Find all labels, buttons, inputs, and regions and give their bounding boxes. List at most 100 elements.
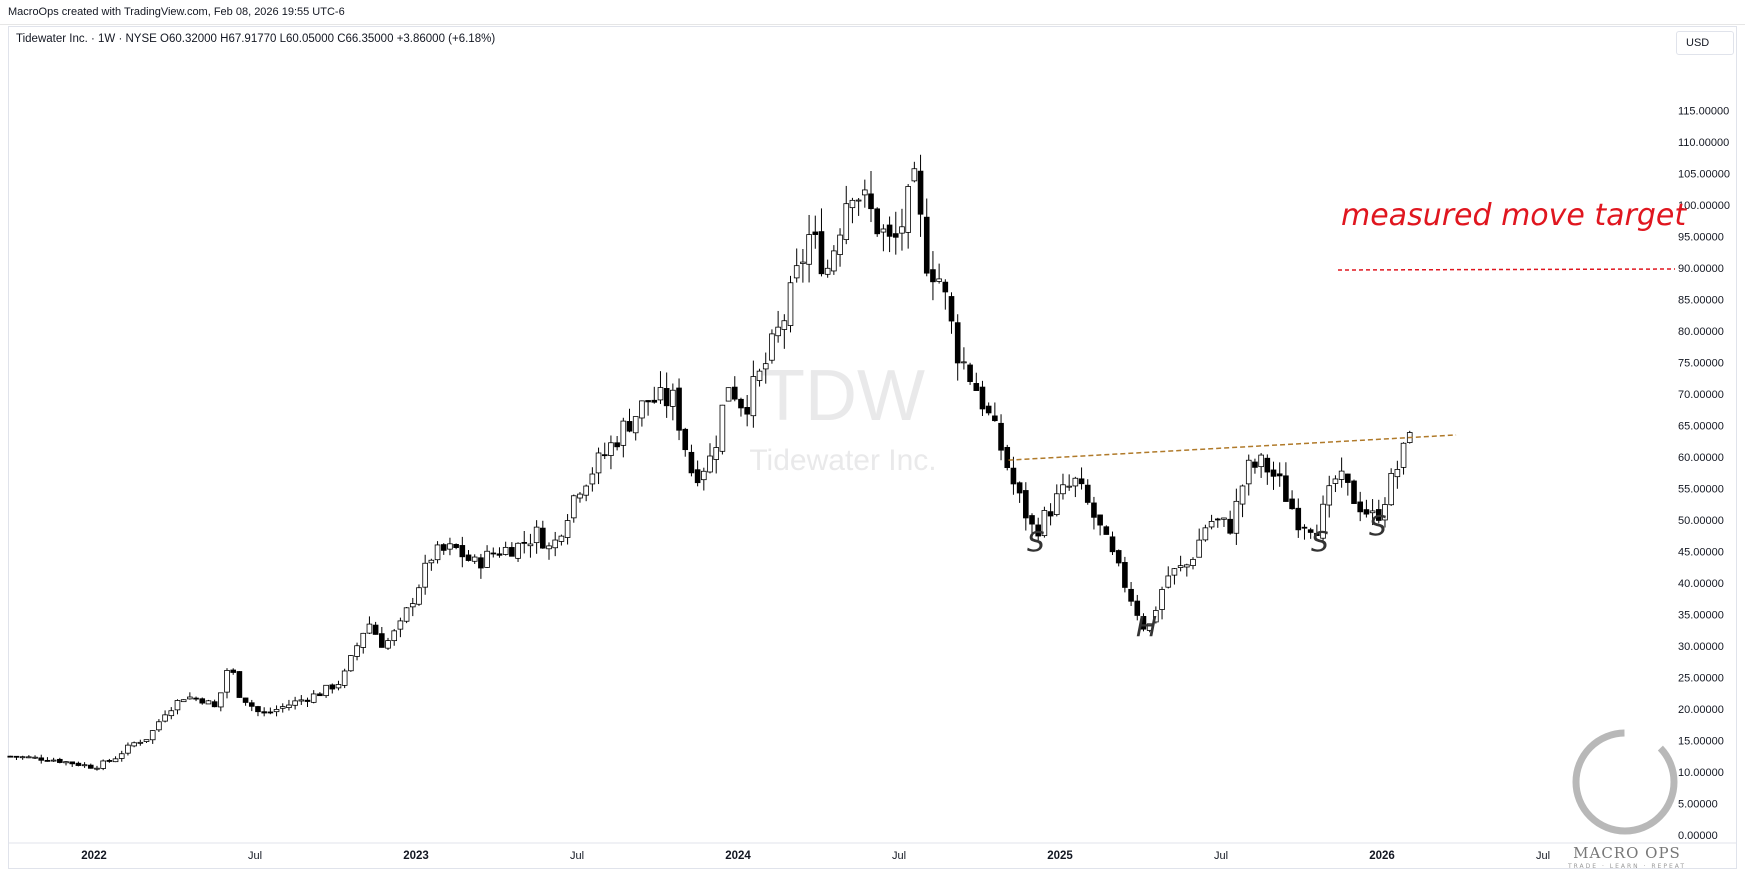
candle-body bbox=[81, 764, 88, 767]
price-axis[interactable]: 115.00000 110.00000 105.00000 100.00000 95.0… bbox=[1678, 106, 1730, 843]
candle-body bbox=[632, 416, 639, 434]
candle-body bbox=[69, 761, 76, 765]
neckline bbox=[1008, 434, 1457, 461]
candle-body bbox=[1128, 588, 1134, 602]
candle-body bbox=[112, 758, 119, 763]
candle-body bbox=[868, 193, 874, 210]
candle bbox=[657, 371, 664, 404]
candle-body bbox=[793, 265, 800, 279]
candle bbox=[954, 314, 961, 381]
candle bbox=[886, 216, 893, 253]
candle-body bbox=[961, 361, 967, 364]
currency-selector[interactable]: USD bbox=[1676, 31, 1734, 55]
candle-body bbox=[335, 684, 342, 689]
candle-body bbox=[1245, 459, 1252, 485]
candle-body bbox=[589, 473, 596, 485]
candle bbox=[1004, 444, 1011, 471]
candle bbox=[787, 275, 794, 333]
candle bbox=[1196, 528, 1203, 558]
candle bbox=[329, 683, 336, 694]
candle bbox=[1146, 623, 1153, 633]
candle-body bbox=[304, 699, 311, 702]
price-tick-label: 110.00000 bbox=[1678, 137, 1729, 149]
candle bbox=[360, 632, 367, 654]
close-value: C66.35000 bbox=[337, 33, 394, 45]
candle-body bbox=[1351, 480, 1357, 504]
candle-body bbox=[428, 559, 435, 564]
candle-body bbox=[1190, 558, 1196, 566]
candle bbox=[973, 372, 980, 391]
candle bbox=[44, 757, 51, 762]
candle bbox=[911, 161, 918, 183]
candle-body bbox=[286, 704, 292, 708]
annotations: measured move target S H S S bbox=[1027, 198, 1687, 643]
candle-body bbox=[366, 623, 373, 634]
candle bbox=[719, 404, 726, 455]
candle-body bbox=[1326, 485, 1333, 506]
candle-body bbox=[409, 603, 416, 608]
candle-body bbox=[168, 710, 175, 717]
candle bbox=[769, 329, 775, 364]
candle bbox=[348, 654, 354, 672]
candle-body bbox=[372, 624, 379, 635]
candle bbox=[1295, 498, 1302, 538]
candle bbox=[323, 684, 329, 698]
candle-body bbox=[626, 421, 633, 432]
candle bbox=[948, 292, 955, 334]
candle bbox=[818, 208, 825, 277]
candle-body bbox=[1295, 507, 1302, 531]
candle bbox=[651, 386, 658, 404]
candle-body bbox=[1214, 518, 1221, 521]
price-tick-label: 115.00000 bbox=[1678, 106, 1729, 118]
candle-body bbox=[1153, 610, 1159, 623]
candle-body bbox=[639, 400, 645, 419]
candle bbox=[639, 400, 645, 427]
candle-body bbox=[824, 267, 831, 275]
candle bbox=[465, 550, 472, 562]
candle-body bbox=[1097, 514, 1103, 526]
price-tick-label: 50.00000 bbox=[1678, 515, 1724, 527]
candle-body bbox=[1177, 565, 1184, 568]
candle bbox=[304, 697, 311, 708]
candle-body bbox=[540, 527, 546, 549]
candle-body bbox=[1202, 527, 1209, 541]
candle bbox=[149, 730, 156, 744]
candle-body bbox=[911, 168, 918, 182]
candle-body bbox=[317, 693, 323, 697]
candle-body bbox=[434, 544, 441, 561]
head-label: H bbox=[1136, 610, 1157, 643]
candle-body bbox=[7, 755, 14, 758]
candle-body bbox=[886, 224, 893, 237]
candle-body bbox=[57, 758, 63, 763]
candle bbox=[261, 707, 267, 717]
candle bbox=[403, 607, 410, 624]
candle-body bbox=[1146, 623, 1153, 631]
credit-bar: MacroOps created with TradingView.com, F… bbox=[0, 0, 1745, 25]
price-tick-label: 90.00000 bbox=[1678, 263, 1724, 275]
candle bbox=[1016, 481, 1023, 503]
candle bbox=[242, 697, 249, 706]
candle-body bbox=[279, 706, 286, 709]
chart-frame bbox=[8, 26, 1737, 869]
candle bbox=[515, 542, 521, 562]
candle bbox=[1066, 474, 1072, 491]
candle-body bbox=[744, 407, 750, 415]
candle-body bbox=[992, 415, 998, 422]
candle-body bbox=[32, 756, 38, 759]
candle bbox=[824, 259, 831, 278]
right-shoulder-label-2: S bbox=[1369, 509, 1387, 542]
candle-body bbox=[100, 760, 106, 769]
candle-body bbox=[831, 250, 837, 272]
candle bbox=[391, 628, 398, 646]
candle-body bbox=[50, 759, 57, 762]
candle-body bbox=[942, 281, 949, 293]
candle-body bbox=[106, 760, 113, 762]
candle-body bbox=[973, 383, 980, 391]
candle bbox=[923, 198, 930, 277]
candle bbox=[1239, 484, 1246, 518]
candle-body bbox=[725, 387, 732, 402]
candle bbox=[1047, 503, 1054, 526]
candle bbox=[1363, 499, 1370, 518]
time-axis[interactable]: 2022 Jul 2023 Jul 2024 Jul 2025 Jul 2026 Jul bbox=[8, 842, 1737, 862]
